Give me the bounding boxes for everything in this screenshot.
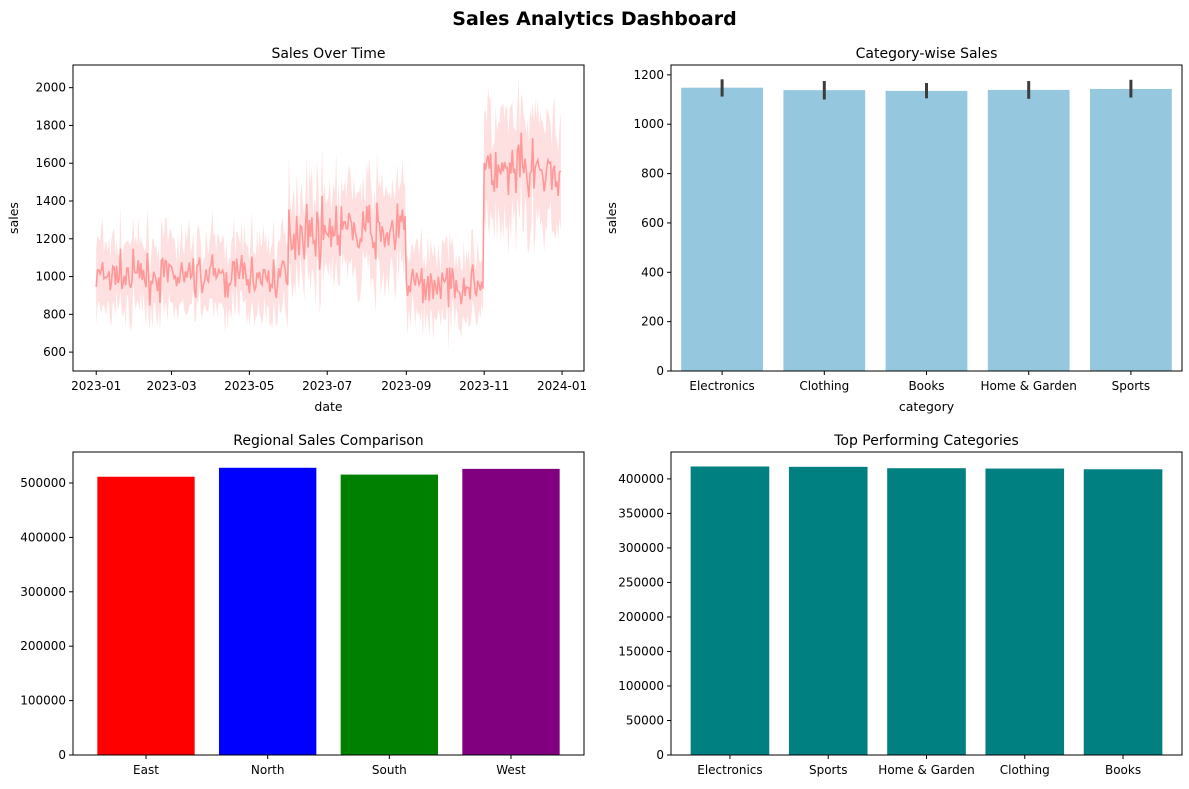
y-tick-label: 350000 — [618, 506, 664, 520]
x-tick-label: 2023-05 — [224, 379, 274, 393]
y-tick-label: 250000 — [618, 575, 664, 589]
x-tick-label: Sports — [1112, 379, 1150, 393]
y-tick-label: 2000 — [35, 81, 66, 95]
sales-over-time-chart: Sales Over Time date sales 600 800 1000 120… — [6, 46, 587, 414]
y-tick-label: 200 — [641, 315, 664, 329]
top-performing-categories-chart: Top Performing Categories 0 50000 100000 15… — [618, 433, 1183, 777]
y-tick-label: 600 — [641, 216, 664, 230]
sales-line — [95, 132, 562, 308]
x-tick-label: Books — [908, 379, 944, 393]
y-tick-label: 0 — [656, 748, 664, 762]
y-tick-label: 200000 — [618, 610, 664, 624]
y-tick-label: 50000 — [626, 713, 664, 727]
bar — [985, 468, 1065, 755]
x-tick-label: 2024-01 — [537, 379, 587, 393]
chart-title: Category-wise Sales — [856, 46, 998, 62]
axes-frame — [670, 451, 1183, 756]
bar — [462, 468, 560, 755]
y-tick-label: 400000 — [20, 530, 66, 544]
y-tick-label: 0 — [656, 364, 664, 378]
x-tick-label: East — [133, 763, 159, 777]
bar — [1083, 469, 1163, 755]
x-tick-label: South — [372, 763, 407, 777]
bar — [340, 474, 438, 755]
regional-sales-comparison-chart: Regional Sales Comparison 0 100000 200000 3… — [20, 433, 585, 777]
y-tick-label: 400000 — [618, 472, 664, 486]
y-tick-label: 100000 — [20, 694, 66, 708]
bar — [887, 468, 966, 755]
x-tick-label: Books — [1105, 763, 1141, 777]
y-tick-label: 300000 — [20, 585, 66, 599]
x-tick-label: Home & Garden — [878, 763, 974, 777]
y-tick-label: 1800 — [35, 118, 66, 132]
bar — [97, 476, 195, 755]
y-axis-label: sales — [6, 202, 21, 234]
bar — [987, 89, 1070, 372]
y-tick-label: 1200 — [35, 232, 66, 246]
axes-frame — [72, 451, 585, 756]
bar — [681, 87, 763, 371]
y-tick-label: 500000 — [20, 476, 66, 490]
x-tick-label: 2023-11 — [459, 379, 509, 393]
y-tick-label: 1600 — [35, 156, 66, 170]
confidence-band — [96, 78, 561, 351]
y-axis-label: sales — [604, 202, 619, 234]
axes-frame — [670, 64, 1183, 372]
y-tick-label: 300000 — [618, 541, 664, 555]
bar — [690, 466, 770, 755]
x-tick-label: Electronics — [697, 763, 762, 777]
y-tick-label: 200000 — [20, 639, 66, 653]
x-tick-label: 2023-03 — [146, 379, 196, 393]
x-tick-label: 2023-09 — [381, 379, 431, 393]
x-tick-label: 2023-07 — [302, 379, 352, 393]
x-axis-label: date — [314, 399, 342, 414]
bar — [783, 90, 866, 372]
y-tick-label: 0 — [58, 748, 66, 762]
y-tick-label: 800 — [43, 307, 66, 321]
figure-title: Sales Analytics Dashboard — [452, 8, 736, 30]
x-tick-label: Sports — [809, 763, 847, 777]
chart-title: Sales Over Time — [271, 46, 385, 62]
y-tick-label: 1400 — [35, 194, 66, 208]
y-tick-label: 1200 — [633, 68, 664, 82]
x-tick-label: Clothing — [799, 379, 849, 393]
x-tick-label: Clothing — [1000, 763, 1050, 777]
axes-frame — [72, 64, 585, 372]
x-tick-label: Electronics — [689, 379, 754, 393]
y-tick-label: 100000 — [618, 679, 664, 693]
bar — [219, 467, 317, 755]
x-tick-label: Home & Garden — [980, 379, 1076, 393]
x-tick-label: West — [496, 763, 526, 777]
x-tick-label: 2023-01 — [71, 379, 121, 393]
y-tick-label: 1000 — [35, 270, 66, 284]
bar — [788, 466, 868, 755]
chart-title: Top Performing Categories — [833, 433, 1019, 449]
y-tick-label: 400 — [641, 265, 664, 279]
bar — [885, 90, 968, 371]
x-axis-label: category — [899, 399, 955, 414]
chart-title: Regional Sales Comparison — [233, 433, 423, 449]
bar — [1090, 88, 1172, 371]
y-tick-label: 150000 — [618, 644, 664, 658]
y-tick-label: 800 — [641, 167, 664, 181]
y-tick-label: 600 — [43, 345, 66, 359]
x-tick-label: North — [251, 763, 285, 777]
category-wise-sales-chart: Category-wise Sales category sales 0 200 4… — [604, 46, 1183, 414]
y-tick-label: 1000 — [633, 117, 664, 131]
